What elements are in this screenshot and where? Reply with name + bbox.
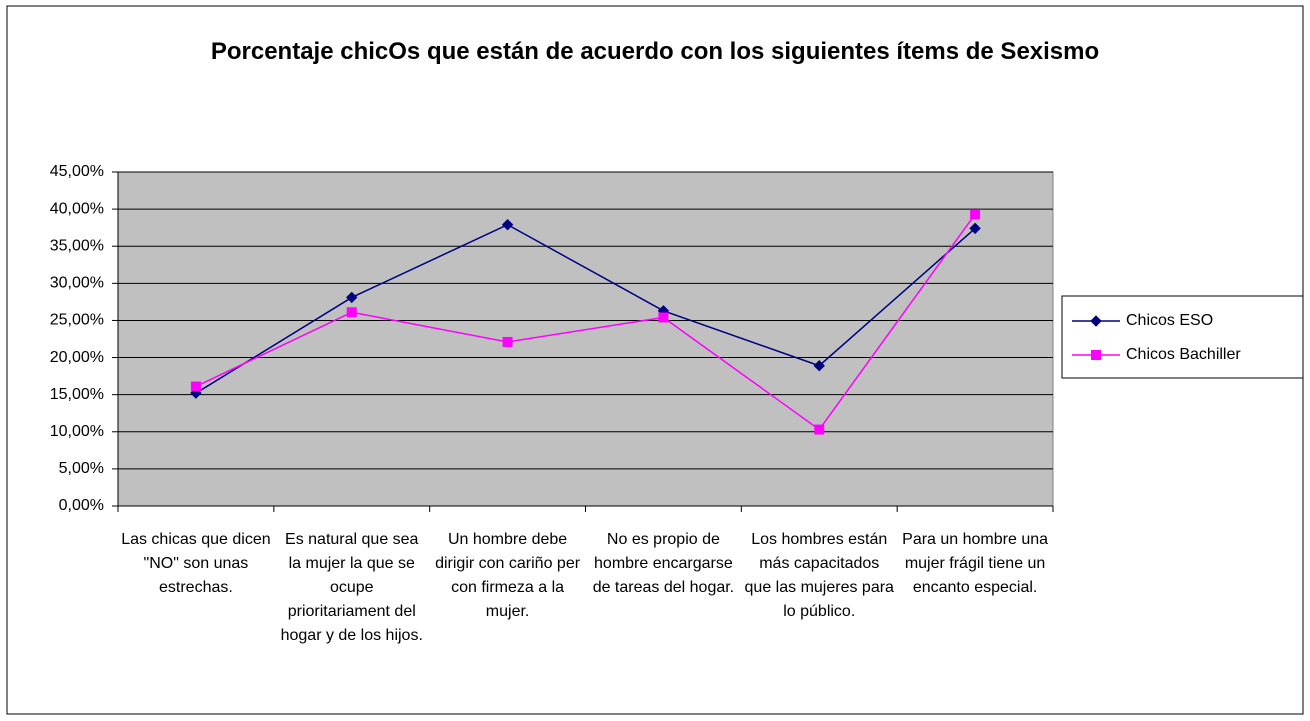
x-tick-label: Es natural que sea la mujer la que se oc… bbox=[280, 531, 423, 644]
marker bbox=[970, 209, 981, 220]
marker bbox=[658, 312, 669, 323]
marker bbox=[501, 218, 514, 231]
marker bbox=[1091, 350, 1101, 360]
marker bbox=[346, 291, 358, 304]
x-tick-label: Un hombre debe dirigir con cariño per co… bbox=[435, 531, 581, 620]
marker bbox=[502, 336, 513, 347]
y-tick-label: 20,00% bbox=[50, 349, 104, 366]
marker bbox=[1090, 315, 1102, 327]
plot-area bbox=[117, 171, 1054, 507]
x-tick-label: Para un hombre una mujer frágil tiene un… bbox=[902, 531, 1049, 596]
series-line bbox=[195, 223, 976, 394]
marker bbox=[813, 360, 825, 372]
legend-label: Chicos Bachiller bbox=[1126, 346, 1241, 363]
y-tick-label: 35,00% bbox=[50, 237, 104, 254]
y-tick-label: 5,00% bbox=[59, 460, 104, 477]
y-tick-label: 25,00% bbox=[50, 312, 104, 329]
x-tick-label: No es propio de hombre encargarse de tar… bbox=[592, 531, 735, 596]
legend-label: Chicos ESO bbox=[1126, 312, 1213, 329]
y-tick-label: 45,00% bbox=[50, 163, 104, 180]
y-tick-label: 15,00% bbox=[50, 386, 104, 403]
marker bbox=[190, 381, 201, 392]
y-tick-label: 40,00% bbox=[50, 200, 104, 217]
marker bbox=[346, 307, 357, 318]
x-tick-label: Los hombres están más capacitados que la… bbox=[744, 531, 894, 620]
x-tick-label: Las chicas que dicen "NO" son unas estre… bbox=[121, 531, 271, 596]
y-tick-label: 30,00% bbox=[50, 275, 104, 292]
series-line bbox=[195, 213, 976, 431]
chart-title: Porcentaje chicOs que están de acuerdo c… bbox=[210, 38, 1100, 65]
marker bbox=[814, 424, 825, 435]
y-tick-label: 10,00% bbox=[50, 423, 104, 440]
y-tick-label: 0,00% bbox=[59, 497, 104, 514]
marker bbox=[969, 222, 981, 235]
legend bbox=[1061, 295, 1304, 379]
